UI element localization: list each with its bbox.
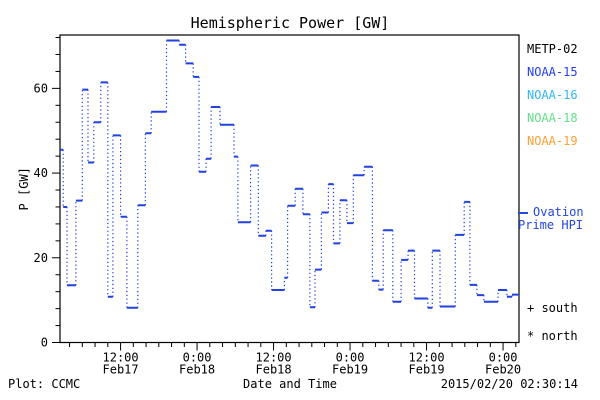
y-tick-label: 60	[34, 81, 48, 95]
y-tick-label: 40	[34, 166, 48, 180]
ovation-line-sample-icon	[518, 211, 528, 214]
hpi-step-segments	[60, 39, 519, 309]
x-tick-date: Feb17	[103, 363, 139, 377]
ovation-label-line1: Ovation	[533, 205, 584, 219]
north-marker-label: * north	[527, 329, 578, 343]
ovation-legend-line1: Ovation	[518, 206, 584, 219]
south-marker-label: + south	[527, 301, 578, 315]
x-tick-time: 0:00	[336, 351, 365, 365]
legend-item-noaa-19: NOAA-19	[527, 134, 578, 148]
y-axis-title: P [GW]	[17, 167, 31, 210]
satellite-legend: METP-02 NOAA-15 NOAA-16 NOAA-18 NOAA-19	[527, 43, 578, 147]
x-tick-time: 0:00	[489, 351, 518, 365]
x-tick-time: 12:00	[409, 351, 445, 365]
x-tick-time: 12:00	[256, 351, 292, 365]
x-tick-date: Feb18	[179, 363, 215, 377]
x-tick-time: 0:00	[183, 351, 212, 365]
legend-item-noaa-15: NOAA-15	[527, 65, 578, 79]
y-tick-label: 0	[41, 336, 48, 350]
plot-credit: Plot: CCMC	[8, 377, 81, 391]
chart-title: Hemispheric Power [GW]	[190, 14, 390, 32]
legend-item-noaa-18: NOAA-18	[527, 111, 578, 125]
legend-item-metp-02: METP-02	[527, 42, 578, 56]
x-tick-date: Feb18	[256, 363, 292, 377]
plot-frame	[59, 34, 520, 344]
x-tick-date: Feb19	[409, 363, 445, 377]
timestamp: 2015/02/20 02:30:14	[440, 377, 578, 391]
x-axis-title: Date and Time	[243, 377, 337, 391]
x-tick-time: 12:00	[103, 351, 139, 365]
ovation-legend: Ovation Prime HPI	[518, 206, 584, 232]
x-tick-date: Feb20	[485, 363, 521, 377]
ovation-label-line2: Prime HPI	[518, 218, 584, 232]
x-tick-date: Feb19	[332, 363, 368, 377]
legend-item-noaa-16: NOAA-16	[527, 88, 578, 102]
y-tick-label: 20	[34, 251, 48, 265]
hpi-step-connectors	[62, 40, 513, 308]
